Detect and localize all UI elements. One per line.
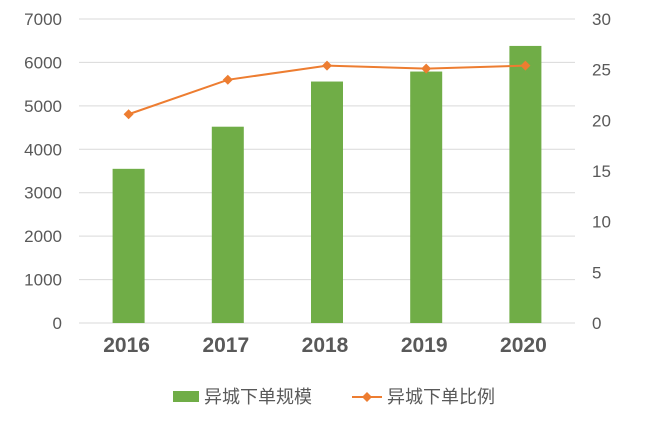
right-tick-label: 20 bbox=[592, 111, 611, 130]
line-point bbox=[123, 109, 134, 120]
left-tick-label: 0 bbox=[53, 314, 62, 333]
right-axis: 0 5 10 15 20 25 30 bbox=[592, 10, 611, 333]
x-tick-label: 2017 bbox=[202, 334, 249, 357]
x-tick-label: 2018 bbox=[302, 334, 349, 357]
legend: 异城下单规模 异城下单比例 bbox=[173, 387, 495, 407]
line-point bbox=[222, 74, 233, 85]
line-point bbox=[322, 60, 332, 71]
x-axis: 2016 2017 2018 2019 2020 bbox=[103, 334, 547, 357]
legend-label-line: 异城下单比例 bbox=[387, 387, 495, 407]
right-tick-label: 15 bbox=[592, 162, 611, 181]
right-tick-label: 0 bbox=[592, 314, 601, 333]
legend-label-bar: 异城下单规模 bbox=[204, 387, 312, 407]
x-tick-label: 2020 bbox=[500, 334, 547, 357]
legend-swatch-bar bbox=[173, 391, 199, 402]
right-tick-label: 30 bbox=[592, 10, 611, 29]
bar-series bbox=[112, 45, 542, 324]
bar bbox=[311, 81, 343, 323]
left-tick-label: 3000 bbox=[24, 184, 62, 203]
right-tick-label: 5 bbox=[592, 263, 601, 282]
bar bbox=[509, 45, 542, 323]
left-tick-label: 6000 bbox=[24, 53, 62, 72]
x-tick-label: 2016 bbox=[103, 334, 150, 357]
left-tick-label: 5000 bbox=[24, 97, 62, 116]
bar bbox=[410, 71, 443, 323]
right-tick-label: 10 bbox=[592, 213, 611, 232]
line-point bbox=[421, 63, 432, 74]
left-tick-label: 2000 bbox=[24, 227, 62, 246]
bar bbox=[112, 168, 145, 323]
left-tick-label: 7000 bbox=[24, 10, 62, 29]
x-tick-label: 2019 bbox=[401, 334, 448, 357]
legend-marker bbox=[362, 392, 372, 402]
line-point bbox=[520, 60, 531, 71]
line-series bbox=[123, 60, 531, 120]
left-tick-label: 1000 bbox=[24, 271, 62, 290]
bar bbox=[211, 126, 244, 324]
right-tick-label: 25 bbox=[592, 61, 611, 80]
left-tick-label: 4000 bbox=[24, 140, 62, 159]
left-axis: 0 1000 2000 3000 4000 5000 6000 7000 bbox=[24, 10, 62, 333]
